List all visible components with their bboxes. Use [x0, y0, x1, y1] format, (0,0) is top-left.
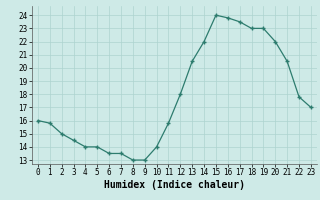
X-axis label: Humidex (Indice chaleur): Humidex (Indice chaleur)	[104, 180, 245, 190]
